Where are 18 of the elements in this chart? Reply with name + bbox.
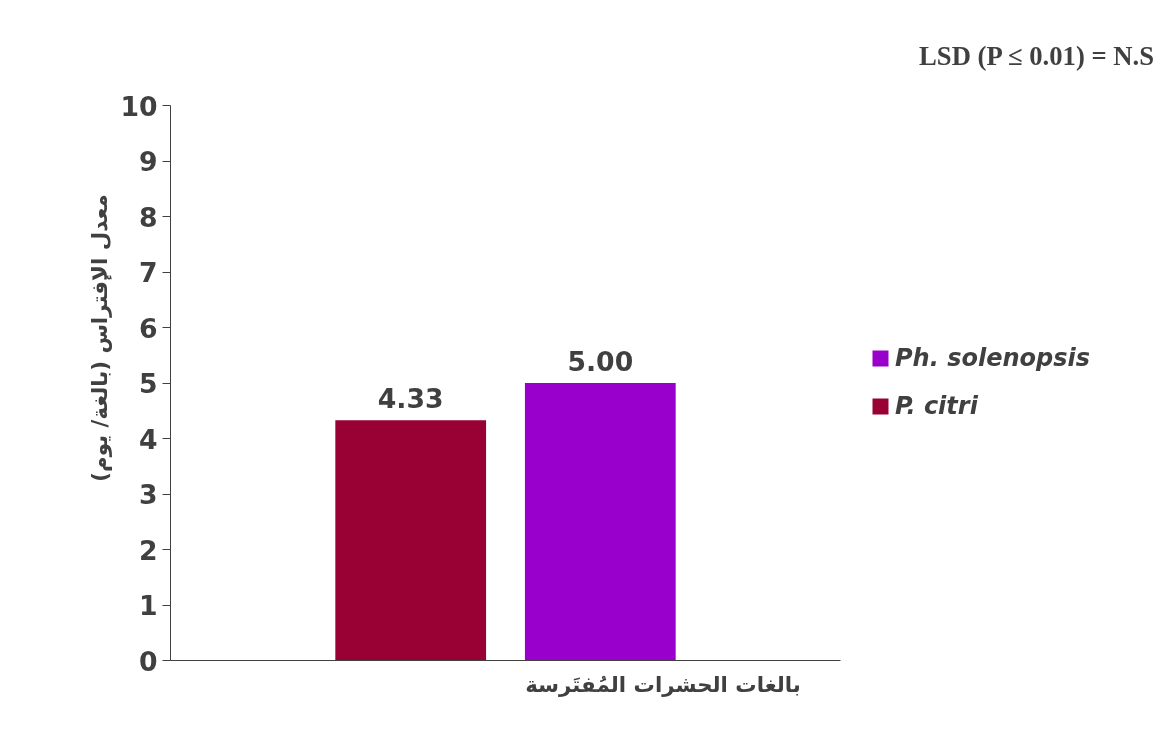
y-tick-label: 8: [138, 201, 158, 233]
y-tick-label: 9: [138, 146, 158, 177]
y-tick-label: 10: [120, 90, 158, 122]
y-tick-label: 6: [138, 312, 158, 344]
data-label: 4.33: [377, 383, 444, 415]
y-tick-label: 5: [138, 368, 158, 399]
text: LSD (P ≤ 0.01) = N.S: [919, 40, 1155, 71]
y-axis-title: معدل الإفتراس (بالغة/ يوم): [87, 194, 113, 482]
y-tick-label: 4: [138, 423, 158, 455]
data-label: 5.00: [567, 346, 634, 377]
y-tick-label: 2: [138, 534, 158, 566]
legend-label: P. citri: [895, 392, 978, 420]
legend-label: Ph. solenopsis: [895, 344, 1090, 372]
y-tick-label: 0: [138, 645, 158, 677]
x-axis-title: بالغات الحشرات المُفتَرسة: [525, 671, 801, 697]
y-tick-label: 3: [138, 479, 158, 510]
y-tick-label: 1: [138, 590, 158, 621]
y-tick-label: 7: [138, 257, 158, 288]
